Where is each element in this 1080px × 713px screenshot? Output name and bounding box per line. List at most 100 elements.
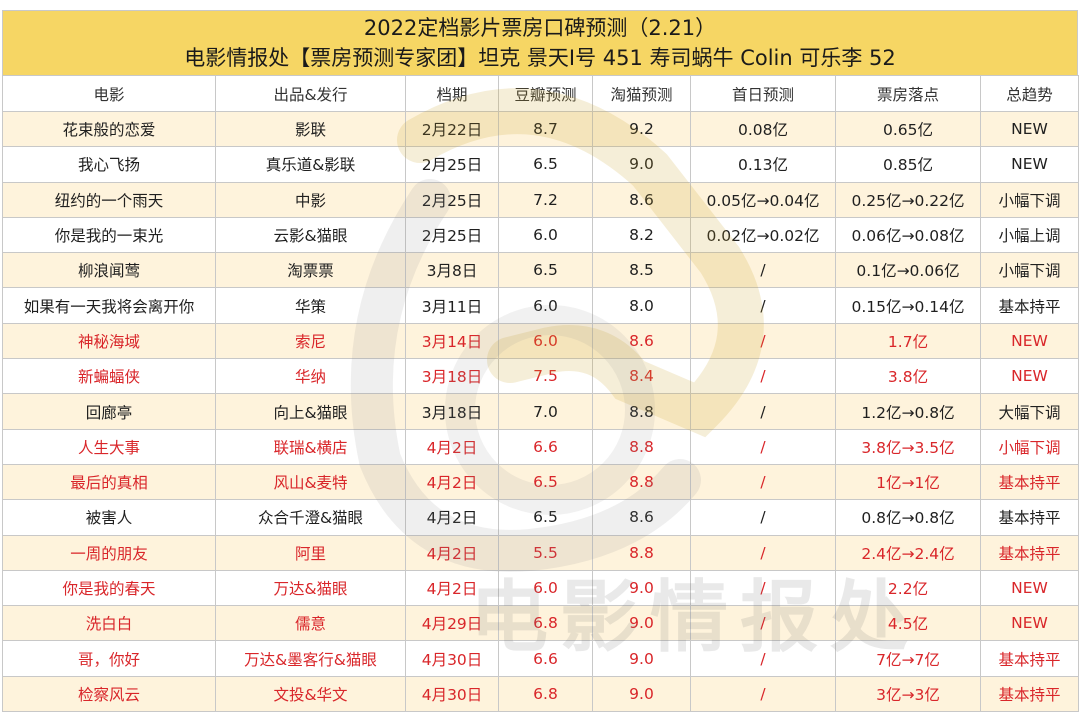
cell-release-date: 3月14日 <box>405 322 499 360</box>
table-row: 花束般的恋爱 影联 2月22日 8.7 9.2 0.08亿 0.65亿 NEW <box>2 110 1079 148</box>
cell-trend: 基本持平 <box>980 640 1079 677</box>
cell-box-office-forecast: 3.8亿 <box>835 358 981 395</box>
cell-first-day-forecast: / <box>690 322 836 360</box>
cell-first-day-forecast: / <box>690 252 836 289</box>
cell-first-day-forecast: / <box>690 675 836 713</box>
cell-distributor: 影联 <box>215 110 406 148</box>
cell-distributor: 阿里 <box>215 534 406 571</box>
cell-movie-title: 最后的真相 <box>2 463 216 501</box>
cell-release-date: 4月2日 <box>405 463 499 501</box>
cell-release-date: 4月2日 <box>405 428 499 465</box>
cell-first-day-forecast: / <box>690 393 836 430</box>
cell-movie-title: 新蝙蝠侠 <box>2 358 216 395</box>
cell-douban-score: 6.0 <box>498 569 593 607</box>
cell-box-office-forecast: 1.2亿→0.8亿 <box>835 393 981 430</box>
page-subtitle: 电影情报处【票房预测专家团】坦克 景天I号 451 寿司蜗牛 Colin 可乐李… <box>184 46 896 70</box>
cell-movie-title: 哥，你好 <box>2 640 216 677</box>
cell-distributor: 儒意 <box>215 605 406 642</box>
cell-douban-score: 6.5 <box>498 463 593 501</box>
cell-box-office-forecast: 0.06亿→0.08亿 <box>835 216 981 254</box>
cell-distributor: 中影 <box>215 181 406 218</box>
cell-distributor: 联瑞&横店 <box>215 428 406 465</box>
cell-first-day-forecast: / <box>690 358 836 395</box>
cell-first-day-forecast: 0.13亿 <box>690 146 836 183</box>
cell-trend: NEW <box>980 322 1079 360</box>
column-header-douban: 豆瓣预测 <box>498 75 593 112</box>
cell-movie-title: 神秘海域 <box>2 322 216 360</box>
cell-taomao-score: 8.0 <box>592 287 691 324</box>
cell-douban-score: 6.5 <box>498 252 593 289</box>
table-row: 神秘海域 索尼 3月14日 6.0 8.6/1.7亿 NEW <box>2 322 1079 360</box>
column-header-box-office: 票房落点 <box>835 75 981 112</box>
cell-release-date: 2月22日 <box>405 110 499 148</box>
column-header-movie: 电影 <box>2 75 216 112</box>
table-row: 洗白白 儒意 4月29日 6.8 9.0/4.5亿 NEW <box>2 605 1079 642</box>
cell-release-date: 3月11日 <box>405 287 499 324</box>
cell-release-date: 4月2日 <box>405 499 499 536</box>
column-header-distributor: 出品&发行 <box>215 75 406 112</box>
cell-trend: 小幅下调 <box>980 428 1079 465</box>
cell-taomao-score: 8.8 <box>592 393 691 430</box>
cell-douban-score: 7.0 <box>498 393 593 430</box>
cell-box-office-forecast: 0.8亿→0.8亿 <box>835 499 981 536</box>
cell-first-day-forecast: / <box>690 499 836 536</box>
cell-movie-title: 回廊亭 <box>2 393 216 430</box>
cell-trend: 基本持平 <box>980 534 1079 571</box>
cell-trend: 大幅下调 <box>980 393 1079 430</box>
cell-trend: 基本持平 <box>980 463 1079 501</box>
cell-distributor: 万达&猫眼 <box>215 569 406 607</box>
cell-box-office-forecast: 1亿→1亿 <box>835 463 981 501</box>
cell-taomao-score: 9.0 <box>592 146 691 183</box>
cell-movie-title: 如果有一天我将会离开你 <box>2 287 216 324</box>
cell-movie-title: 被害人 <box>2 499 216 536</box>
table-row: 回廊亭 向上&猫眼 3月18日 7.0 8.8/1.2亿→0.8亿 大幅下调 <box>2 393 1079 430</box>
cell-movie-title: 花束般的恋爱 <box>2 110 216 148</box>
cell-movie-title: 洗白白 <box>2 605 216 642</box>
cell-distributor: 索尼 <box>215 322 406 360</box>
cell-douban-score: 6.8 <box>498 675 593 713</box>
cell-movie-title: 纽约的一个雨天 <box>2 181 216 218</box>
cell-taomao-score: 9.0 <box>592 569 691 607</box>
cell-box-office-forecast: 0.65亿 <box>835 110 981 148</box>
cell-release-date: 4月2日 <box>405 534 499 571</box>
cell-box-office-forecast: 2.2亿 <box>835 569 981 607</box>
cell-box-office-forecast: 2.4亿→2.4亿 <box>835 534 981 571</box>
table-row: 被害人 众合千澄&猫眼 4月2日 6.5 8.6/0.8亿→0.8亿 基本持平 <box>2 499 1079 536</box>
cell-taomao-score: 8.8 <box>592 428 691 465</box>
cell-release-date: 2月25日 <box>405 146 499 183</box>
cell-trend: NEW <box>980 569 1079 607</box>
cell-release-date: 4月29日 <box>405 605 499 642</box>
cell-distributor: 真乐道&影联 <box>215 146 406 183</box>
cell-release-date: 4月30日 <box>405 640 499 677</box>
cell-release-date: 4月30日 <box>405 675 499 713</box>
cell-trend: 小幅上调 <box>980 216 1079 254</box>
cell-first-day-forecast: / <box>690 428 836 465</box>
table-row: 柳浪闻莺 淘票票 3月8日 6.5 8.5/0.1亿→0.06亿 小幅下调 <box>2 252 1079 289</box>
cell-movie-title: 你是我的春天 <box>2 569 216 607</box>
cell-box-office-forecast: 0.25亿→0.22亿 <box>835 181 981 218</box>
cell-movie-title: 我心飞扬 <box>2 146 216 183</box>
table-body: 花束般的恋爱 影联 2月22日 8.7 9.2 0.08亿 0.65亿 NEW 我心飞扬 真乐道&… <box>2 110 1079 713</box>
column-header-release-date: 档期 <box>405 75 499 112</box>
cell-douban-score: 6.5 <box>498 146 593 183</box>
cell-box-office-forecast: 4.5亿 <box>835 605 981 642</box>
title-banner: 2022定档影片票房口碑预测（2.21） 电影情报处【票房预测专家团】坦克 景天… <box>2 10 1078 75</box>
cell-movie-title: 你是我的一束光 <box>2 216 216 254</box>
cell-first-day-forecast: 0.05亿→0.04亿 <box>690 181 836 218</box>
cell-distributor: 云影&猫眼 <box>215 216 406 254</box>
cell-douban-score: 8.7 <box>498 110 593 148</box>
cell-douban-score: 6.0 <box>498 322 593 360</box>
cell-douban-score: 6.6 <box>498 640 593 677</box>
cell-box-office-forecast: 3亿→3亿 <box>835 675 981 713</box>
cell-distributor: 风山&麦特 <box>215 463 406 501</box>
cell-distributor: 众合千澄&猫眼 <box>215 499 406 536</box>
cell-douban-score: 6.5 <box>498 499 593 536</box>
cell-trend: NEW <box>980 110 1079 148</box>
table-row: 纽约的一个雨天 中影 2月25日 7.2 8.6 0.05亿→0.04亿 0.25亿→0.2… <box>2 181 1079 218</box>
cell-douban-score: 6.8 <box>498 605 593 642</box>
cell-taomao-score: 8.6 <box>592 499 691 536</box>
cell-trend: NEW <box>980 605 1079 642</box>
table-row: 你是我的一束光 云影&猫眼 2月25日 6.0 8.2 0.02亿→0.02亿 0.06亿→… <box>2 216 1079 254</box>
table-row: 如果有一天我将会离开你 华策 3月11日 6.0 8.0/0.15亿→0.14亿 基本持平 <box>2 287 1079 324</box>
cell-movie-title: 检察风云 <box>2 675 216 713</box>
